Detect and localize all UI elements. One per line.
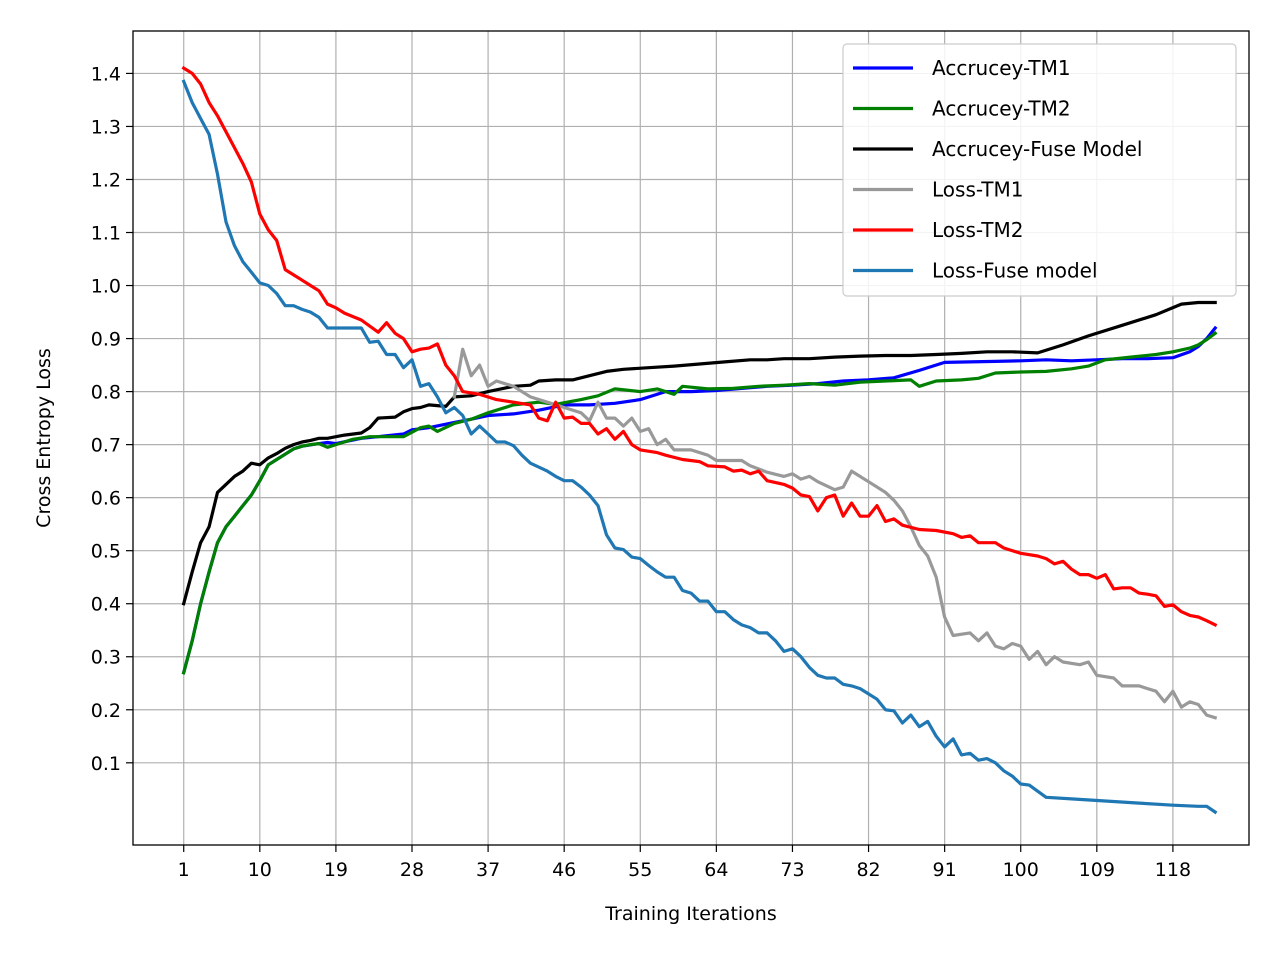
x-tick-label: 19 [324,859,348,881]
x-tick-label: 73 [780,859,804,881]
x-tick-label: 82 [856,859,880,881]
y-tick-label: 0.9 [91,329,121,351]
legend-box [842,43,1237,297]
y-tick-label: 0.2 [91,700,121,722]
x-tick-label: 109 [1079,859,1115,881]
legend: Accrucey-TM1 Accrucey-TM2 Accrucey-Fuse Mo… [842,43,1237,297]
y-tick-label: 0.8 [91,382,121,404]
x-axis-label: Training Iterations [604,903,777,925]
x-tick-label: 10 [248,859,272,881]
y-tick-label: 0.5 [91,541,121,563]
legend-entry: Loss-TM2 [932,218,1023,242]
y-tick-label: 1.2 [91,169,121,191]
legend-entry: Accrucey-TM2 [932,97,1071,121]
x-tick-label: 100 [1003,859,1039,881]
y-tick-label: 1.0 [91,276,121,298]
axis-ticks: 1 10 19 28 37 46 55 64 73 82 91 100 109 118 0.1 0.2 0.3 0… [91,63,1191,881]
y-tick-label: 0.6 [91,488,121,510]
y-tick-label: 0.1 [91,753,121,775]
series-lines [181,65,1218,815]
series-line-5 [181,65,1218,628]
series-line-4 [452,347,1218,720]
x-tick-label: 64 [704,859,728,881]
plot-frame [132,30,1250,846]
x-tick-label: 28 [400,859,424,881]
series-line-2 [181,331,1218,675]
x-tick-label: 55 [628,859,652,881]
y-axis-label: Cross Entropy Loss [33,348,55,528]
legend-entry: Loss-TM1 [932,178,1023,202]
legend-entry: Accrucey-Fuse Model [932,137,1142,161]
x-tick-label: 91 [933,859,957,881]
y-tick-label: 1.1 [91,223,121,245]
series-line-6 [181,79,1218,815]
y-tick-label: 0.3 [91,647,121,669]
x-tick-label: 1 [178,859,190,881]
legend-entry: Loss-Fuse model [932,259,1098,283]
x-tick-label: 46 [552,859,576,881]
y-tick-label: 0.4 [91,594,121,616]
series-line-3 [181,300,1217,606]
y-tick-label: 1.4 [91,63,121,85]
legend-entry: Accrucey-TM1 [932,56,1071,80]
x-tick-label: 118 [1155,859,1191,881]
y-tick-label: 1.3 [91,116,121,138]
x-tick-label: 37 [476,859,500,881]
y-tick-label: 0.7 [91,435,121,457]
